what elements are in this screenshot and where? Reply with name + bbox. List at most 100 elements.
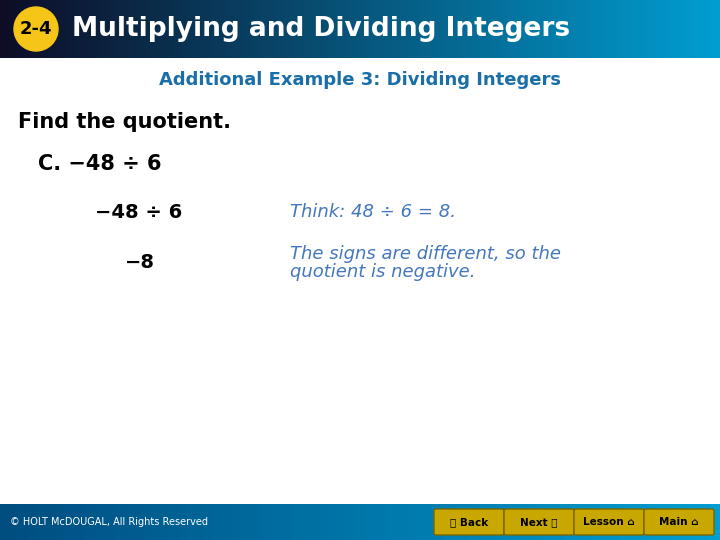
Bar bbox=[418, 504, 422, 540]
Bar bbox=[364, 0, 368, 58]
Text: Next 〉: Next 〉 bbox=[521, 517, 558, 527]
Bar bbox=[558, 504, 562, 540]
Bar bbox=[180, 0, 184, 58]
Bar bbox=[119, 504, 123, 540]
Bar bbox=[518, 504, 523, 540]
Bar bbox=[83, 0, 87, 58]
Bar bbox=[230, 504, 235, 540]
Bar bbox=[684, 0, 688, 58]
Bar bbox=[320, 504, 325, 540]
Bar bbox=[43, 504, 48, 540]
Circle shape bbox=[14, 7, 58, 51]
Bar bbox=[382, 504, 386, 540]
Bar bbox=[497, 0, 501, 58]
Bar bbox=[277, 0, 282, 58]
Bar bbox=[716, 504, 720, 540]
Bar bbox=[562, 0, 566, 58]
Bar bbox=[209, 504, 213, 540]
Bar bbox=[583, 504, 588, 540]
Bar bbox=[324, 504, 328, 540]
Bar bbox=[205, 504, 210, 540]
Bar bbox=[90, 0, 94, 58]
Bar bbox=[522, 0, 526, 58]
Bar bbox=[454, 0, 458, 58]
Bar bbox=[583, 0, 588, 58]
Bar bbox=[234, 504, 238, 540]
Bar bbox=[259, 0, 264, 58]
Bar bbox=[313, 504, 318, 540]
Bar bbox=[576, 504, 580, 540]
Bar bbox=[356, 504, 361, 540]
Bar bbox=[342, 504, 346, 540]
Bar bbox=[691, 0, 696, 58]
FancyBboxPatch shape bbox=[504, 509, 574, 535]
Bar bbox=[677, 0, 681, 58]
Bar bbox=[7, 504, 12, 540]
Bar bbox=[310, 0, 314, 58]
Bar bbox=[220, 0, 224, 58]
Bar bbox=[385, 504, 390, 540]
Bar bbox=[270, 0, 274, 58]
Bar bbox=[468, 504, 472, 540]
Bar bbox=[655, 0, 660, 58]
Bar bbox=[137, 0, 141, 58]
Bar bbox=[504, 504, 508, 540]
Bar bbox=[396, 0, 400, 58]
Bar bbox=[259, 504, 264, 540]
Text: Multiplying and Dividing Integers: Multiplying and Dividing Integers bbox=[72, 16, 570, 42]
Bar bbox=[335, 504, 339, 540]
Bar bbox=[569, 0, 573, 58]
Bar bbox=[374, 504, 379, 540]
Bar bbox=[389, 504, 393, 540]
Bar bbox=[0, 0, 4, 58]
Text: 2-4: 2-4 bbox=[19, 20, 53, 38]
Bar bbox=[331, 504, 336, 540]
Bar bbox=[695, 504, 699, 540]
Bar bbox=[256, 0, 260, 58]
Bar bbox=[284, 504, 289, 540]
Text: Additional Example 3: Dividing Integers: Additional Example 3: Dividing Integers bbox=[159, 71, 561, 89]
Bar bbox=[234, 0, 238, 58]
Bar bbox=[140, 504, 145, 540]
Bar bbox=[662, 504, 667, 540]
Bar bbox=[40, 0, 44, 58]
Bar bbox=[500, 504, 505, 540]
Bar bbox=[144, 0, 148, 58]
Bar bbox=[94, 504, 98, 540]
Bar bbox=[565, 0, 570, 58]
Bar bbox=[670, 504, 674, 540]
Bar bbox=[389, 0, 393, 58]
Bar bbox=[11, 0, 15, 58]
Text: © HOLT McDOUGAL, All Rights Reserved: © HOLT McDOUGAL, All Rights Reserved bbox=[10, 517, 208, 527]
Bar bbox=[202, 504, 206, 540]
Bar bbox=[540, 0, 544, 58]
Bar bbox=[580, 0, 584, 58]
Bar bbox=[652, 0, 656, 58]
Text: quotient is negative.: quotient is negative. bbox=[290, 263, 475, 281]
Bar bbox=[569, 504, 573, 540]
Bar bbox=[457, 504, 462, 540]
Bar bbox=[212, 0, 217, 58]
Bar bbox=[198, 504, 202, 540]
Bar bbox=[594, 504, 598, 540]
Bar bbox=[252, 504, 256, 540]
Bar bbox=[392, 0, 397, 58]
Bar bbox=[191, 0, 195, 58]
Bar bbox=[140, 0, 145, 58]
Bar bbox=[490, 504, 494, 540]
Bar bbox=[50, 504, 55, 540]
Bar bbox=[716, 0, 720, 58]
Bar bbox=[425, 0, 429, 58]
Bar bbox=[252, 0, 256, 58]
Bar bbox=[184, 0, 188, 58]
Bar bbox=[29, 504, 33, 540]
Bar bbox=[155, 504, 159, 540]
Bar bbox=[713, 0, 717, 58]
Text: Find the quotient.: Find the quotient. bbox=[18, 112, 231, 132]
Bar bbox=[533, 504, 537, 540]
Bar bbox=[263, 504, 267, 540]
Bar bbox=[288, 504, 292, 540]
Bar bbox=[414, 504, 418, 540]
Bar bbox=[601, 0, 606, 58]
Bar bbox=[475, 0, 480, 58]
